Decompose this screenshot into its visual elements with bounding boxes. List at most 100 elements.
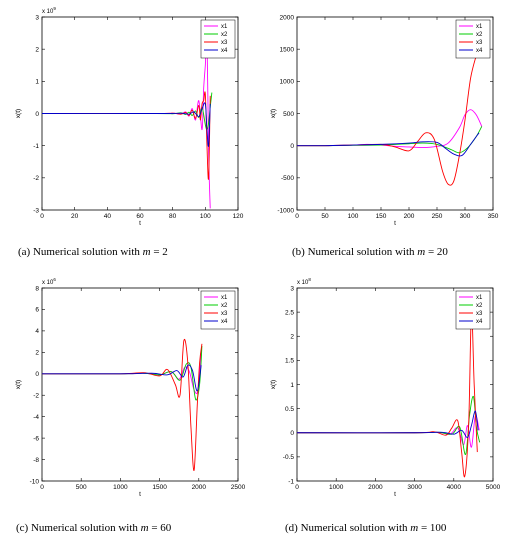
y-tick-label: -0.5 xyxy=(283,454,295,461)
series-group xyxy=(297,55,483,186)
y-axis-label: x(t) xyxy=(270,109,277,118)
x-axis-label: t xyxy=(394,220,396,227)
x-tick-label: 40 xyxy=(104,213,112,220)
caption-b: (b) Numerical solution with m = 20 xyxy=(292,246,448,258)
y-tick-label: 2000 xyxy=(280,14,295,21)
y-tick-label: -8 xyxy=(33,457,39,464)
x-axis-label: t xyxy=(394,491,396,498)
y-tick-label: 6 xyxy=(35,307,39,314)
y-tick-label: 1 xyxy=(290,382,294,389)
y-tick-label: 2.5 xyxy=(285,309,294,316)
y-tick-label: -10 xyxy=(30,478,40,485)
legend: x1 x2 x3 x4 xyxy=(200,19,236,59)
x-axis-label: t xyxy=(139,220,141,227)
x-tick-label: 200 xyxy=(404,213,415,220)
legend: x1 x2 x3 x4 xyxy=(455,290,491,330)
y-tick-label: -1 xyxy=(288,478,294,485)
y-tick-label: -2 xyxy=(33,393,39,400)
legend-label: x1 xyxy=(221,295,228,301)
chart-panel-c: 0 500 1000 1500 2000 2500 -10 -8 -6 -4 -2 0 2 4 6 8 t x(t… xyxy=(0,271,255,511)
legend: x1 x2 x3 x4 xyxy=(200,290,236,330)
line-chart: 0 1000 2000 3000 4000 5000 -1 -0.5 0 0.5 1 1.5 2 2.5 3… xyxy=(270,277,501,498)
y-tick-label: -3 xyxy=(33,207,39,214)
legend-label: x3 xyxy=(221,311,228,317)
series-line-x4 xyxy=(297,410,479,439)
y-tick-label: 0 xyxy=(35,111,39,118)
multiplier-base: x 10 xyxy=(297,280,309,286)
x-tick-label: 500 xyxy=(76,484,87,491)
x-tick-label: 4000 xyxy=(447,484,462,491)
y-axis-label: x(t) xyxy=(15,380,22,389)
x-tick-label: 2500 xyxy=(231,484,246,491)
y-tick-label: 2 xyxy=(35,46,39,53)
line-chart: 0 50 100 150 200 250 300 350 -1000 -500 0 500 1000 15… xyxy=(270,14,499,227)
y-tick-label: 4 xyxy=(35,328,39,335)
x-tick-label: 0 xyxy=(40,484,44,491)
legend-label: x1 xyxy=(476,24,483,30)
legend-label: x2 xyxy=(476,303,483,309)
legend-label: x3 xyxy=(476,311,483,317)
caption-d: (d) Numerical solution with m = 100 xyxy=(285,522,447,534)
y-tick-label: 0 xyxy=(290,143,294,150)
legend-label: x2 xyxy=(221,303,228,309)
x-tick-label: 100 xyxy=(348,213,359,220)
x-tick-label: 1500 xyxy=(152,484,167,491)
x-tick-label: 50 xyxy=(321,213,329,220)
x-tick-label: 250 xyxy=(432,213,443,220)
legend-label: x4 xyxy=(476,48,483,54)
y-tick-label: 1000 xyxy=(280,79,295,86)
multiplier-base: x 10 xyxy=(42,280,54,286)
y-tick-label: 1500 xyxy=(280,46,295,53)
y-tick-label: -4 xyxy=(33,414,39,421)
y-tick-label: 8 xyxy=(35,285,39,292)
chart-panel-d: 0 1000 2000 3000 4000 5000 -1 -0.5 0 0.5 1 1.5 2 2.5 3… xyxy=(255,271,510,511)
x-tick-label: 0 xyxy=(295,213,299,220)
x-tick-label: 80 xyxy=(169,213,177,220)
axis-multiplier: x 108 xyxy=(297,277,311,286)
x-tick-label: 60 xyxy=(136,213,144,220)
y-tick-label: -6 xyxy=(33,435,39,442)
x-tick-label: 2000 xyxy=(192,484,207,491)
legend-label: x1 xyxy=(476,295,483,301)
legend-label: x1 xyxy=(221,24,228,30)
legend-label: x2 xyxy=(476,32,483,38)
series-group xyxy=(42,338,203,471)
y-tick-label: 1.5 xyxy=(285,358,294,365)
x-tick-label: 0 xyxy=(40,213,44,220)
y-axis-label: x(t) xyxy=(15,109,22,118)
x-tick-label: 150 xyxy=(376,213,387,220)
series-line-x4 xyxy=(42,364,202,392)
y-tick-label: -2 xyxy=(33,175,39,182)
y-tick-label: -1 xyxy=(33,143,39,150)
y-axis-label: x(t) xyxy=(270,380,277,389)
x-tick-label: 2000 xyxy=(368,484,383,491)
x-tick-label: 300 xyxy=(460,213,471,220)
legend-label: x4 xyxy=(221,319,228,325)
chart-panel-b: 0 50 100 150 200 250 300 350 -1000 -500 0 500 1000 15… xyxy=(255,0,510,240)
x-tick-label: 350 xyxy=(488,213,499,220)
x-tick-label: 120 xyxy=(233,213,244,220)
x-tick-label: 1000 xyxy=(329,484,344,491)
series-line-x4 xyxy=(42,102,211,147)
legend-label: x4 xyxy=(221,48,228,54)
y-tick-label: 3 xyxy=(290,285,294,292)
x-tick-label: 20 xyxy=(71,213,79,220)
y-tick-label: 500 xyxy=(283,111,294,118)
legend: x1 x2 x3 x4 xyxy=(455,19,491,59)
multiplier-exponent: 8 xyxy=(308,277,311,282)
series-line-x3 xyxy=(42,338,203,471)
line-chart: 0 500 1000 1500 2000 2500 -10 -8 -6 -4 -2 0 2 4 6 8 t x(t… xyxy=(15,277,246,498)
axis-multiplier: x 106 xyxy=(42,277,56,286)
y-tick-label: -1000 xyxy=(277,207,294,214)
y-tick-label: 1 xyxy=(35,79,39,86)
multiplier-exponent: 6 xyxy=(53,277,56,282)
x-tick-label: 100 xyxy=(200,213,211,220)
y-tick-label: -500 xyxy=(281,175,294,182)
legend-label: x4 xyxy=(476,319,483,325)
series-line-x4 xyxy=(297,132,480,157)
y-tick-label: 2 xyxy=(35,350,39,357)
y-tick-label: 3 xyxy=(35,14,39,21)
y-tick-label: 0 xyxy=(35,371,39,378)
caption-a: (a) Numerical solution with m = 2 xyxy=(18,246,168,258)
